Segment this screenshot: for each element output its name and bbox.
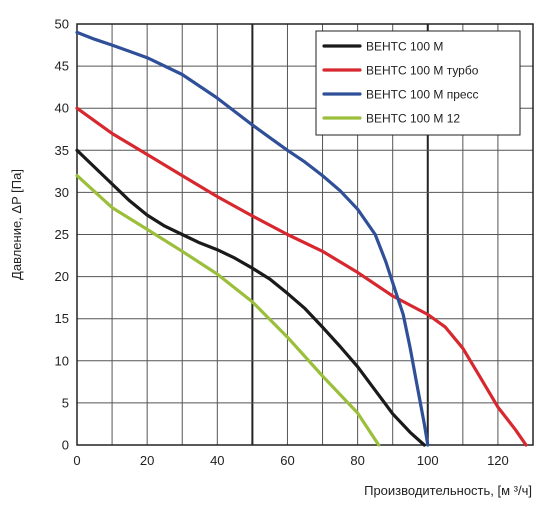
legend: ВЕНТС 100 М ВЕНТС 100 М турбо ВЕНТС 100 М …: [315, 30, 521, 136]
y-tick-label: 35: [55, 143, 69, 158]
legend-label-3: ВЕНТС 100 М 12: [366, 112, 460, 126]
y-tick-label: 30: [55, 185, 69, 200]
series-line-3: [75, 174, 381, 447]
y-axis-label: Давление, ΔP [Па]: [9, 169, 24, 280]
y-tick-label: 5: [62, 395, 69, 410]
y-tick-label: 50: [55, 17, 69, 32]
y-tick-label: 45: [55, 59, 69, 74]
x-tick-label: 0: [73, 453, 80, 468]
x-tick-label: 80: [350, 453, 364, 468]
series-line-0: [75, 148, 426, 447]
legend-label-0: ВЕНТС 100 М: [366, 40, 443, 54]
series-line-1: [75, 106, 528, 447]
legend-label-1: ВЕНТС 100 М турбо: [366, 64, 479, 78]
y-tick-labels: 0 5 10 15 20 25 30 35 40 45 50: [55, 17, 69, 453]
plot-frame: [76, 23, 534, 446]
y-tick-label: 40: [55, 101, 69, 116]
x-tick-label: 40: [210, 453, 224, 468]
y-tick-label: 25: [55, 227, 69, 242]
legend-label-2: ВЕНТС 100 М пресс: [366, 88, 479, 102]
series-layer: [75, 30, 528, 447]
x-axis-label: Производительность, [м ³/ч]: [364, 483, 532, 498]
x-tick-label: 100: [417, 453, 439, 468]
y-tick-label: 20: [55, 269, 69, 284]
x-tick-label: 20: [140, 453, 154, 468]
series-line-2: [75, 30, 430, 447]
x-tick-labels: 0 20 40 60 80 100 120: [73, 453, 508, 468]
y-tick-label: 15: [55, 311, 69, 326]
x-tick-label: 120: [487, 453, 509, 468]
y-tick-label: 10: [55, 353, 69, 368]
y-tick-label: 0: [62, 438, 69, 453]
x-tick-label: 60: [280, 453, 294, 468]
